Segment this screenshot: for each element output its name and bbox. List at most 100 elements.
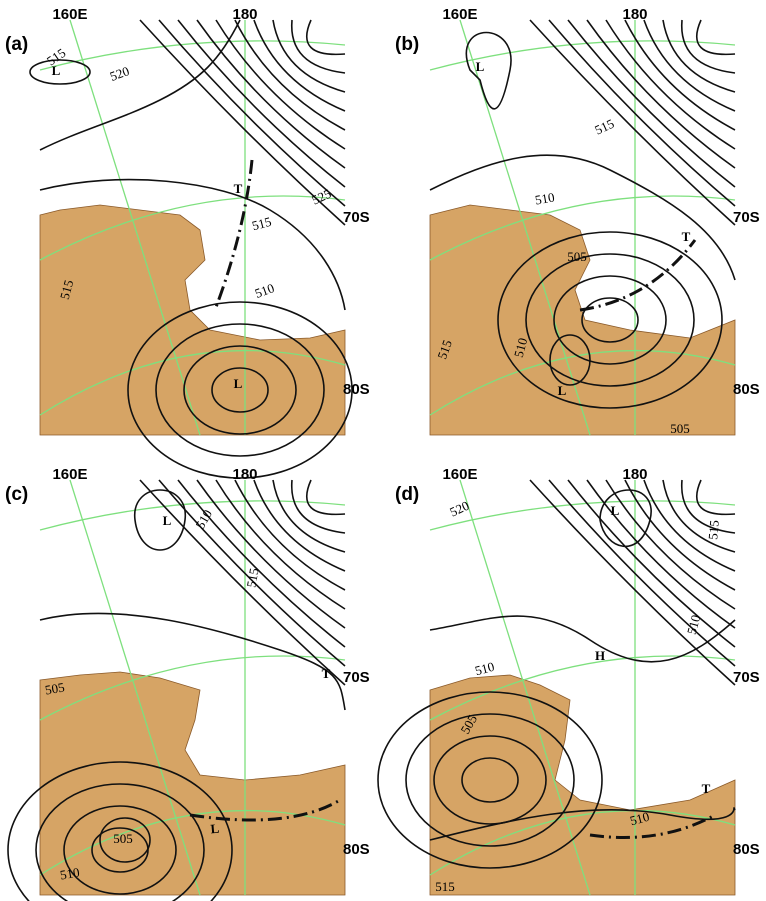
contour bbox=[63, 805, 177, 895]
contour bbox=[599, 489, 652, 548]
contour-label: 510 bbox=[534, 189, 556, 207]
contour bbox=[134, 489, 186, 551]
grid-line bbox=[429, 655, 736, 721]
contour-label: L bbox=[558, 383, 567, 398]
grid-line bbox=[459, 19, 591, 436]
contour-label: T bbox=[322, 666, 331, 681]
contour bbox=[662, 479, 736, 553]
grid-line bbox=[39, 349, 346, 416]
contour-label: 505 bbox=[567, 249, 587, 264]
contour-label: 515 bbox=[592, 116, 616, 138]
contour bbox=[291, 479, 346, 534]
contour-label: 505 bbox=[44, 679, 66, 697]
contour bbox=[234, 479, 346, 591]
panel-label: (b) bbox=[395, 34, 419, 55]
latitude-label: 80S bbox=[733, 841, 760, 858]
contour-label: L bbox=[611, 503, 620, 518]
grid-line bbox=[39, 655, 346, 721]
longitude-label: 180 bbox=[622, 466, 647, 483]
latitude-label: 80S bbox=[343, 381, 370, 398]
grid-line bbox=[39, 195, 346, 261]
grid-line bbox=[459, 479, 591, 896]
contour bbox=[91, 827, 149, 873]
contour bbox=[39, 178, 346, 311]
contour-label: 515 bbox=[243, 567, 261, 589]
contour bbox=[465, 31, 512, 110]
contour bbox=[139, 19, 346, 226]
contour bbox=[7, 761, 233, 901]
contour-label: 505 bbox=[113, 831, 133, 846]
contour bbox=[158, 479, 346, 667]
contour bbox=[429, 615, 736, 663]
contour bbox=[306, 479, 346, 516]
contour bbox=[525, 253, 695, 387]
map-panel bbox=[7, 479, 346, 901]
latitude-label: 70S bbox=[343, 209, 370, 226]
contour bbox=[377, 691, 603, 869]
contour-label: 515 bbox=[250, 214, 273, 234]
grid-line bbox=[429, 809, 736, 876]
contour bbox=[234, 19, 346, 131]
contour bbox=[429, 154, 736, 281]
latitude-label: 80S bbox=[343, 841, 370, 858]
contour bbox=[581, 297, 639, 343]
contour-label: 510 bbox=[253, 280, 276, 301]
contour bbox=[39, 19, 241, 151]
contour bbox=[196, 479, 346, 629]
contour bbox=[158, 19, 346, 207]
contour bbox=[605, 479, 736, 610]
grid-line bbox=[429, 195, 736, 261]
contour bbox=[497, 231, 723, 409]
grid-line bbox=[429, 500, 736, 531]
longitude-label: 160E bbox=[52, 466, 87, 483]
trough-line bbox=[213, 159, 254, 311]
contour-label: 515 bbox=[435, 879, 455, 894]
contour bbox=[696, 479, 736, 516]
contour bbox=[624, 19, 736, 131]
contour bbox=[624, 479, 736, 591]
contour bbox=[681, 479, 736, 534]
longitude-label: 180 bbox=[232, 466, 257, 483]
longitude-label: 160E bbox=[442, 466, 477, 483]
contour bbox=[405, 713, 575, 847]
contour-label: L bbox=[163, 513, 172, 528]
contour bbox=[586, 479, 736, 629]
panel-label: (a) bbox=[5, 34, 28, 55]
panel-label: (c) bbox=[5, 484, 28, 505]
contour-label: 510 bbox=[628, 809, 651, 829]
latitude-label: 70S bbox=[733, 209, 760, 226]
contour bbox=[567, 479, 736, 648]
contour bbox=[99, 817, 151, 863]
grid-line bbox=[429, 40, 736, 71]
contour-label: L bbox=[234, 376, 243, 391]
contour-label: 510 bbox=[684, 613, 704, 636]
contour-label: 510 bbox=[473, 659, 496, 679]
contour-label: T bbox=[234, 181, 243, 196]
contour bbox=[433, 735, 547, 825]
grid-line bbox=[69, 19, 201, 436]
contour bbox=[529, 19, 736, 226]
land bbox=[39, 204, 346, 436]
contour bbox=[567, 19, 736, 188]
contour bbox=[39, 612, 346, 711]
contour-label: H bbox=[595, 648, 605, 663]
contour-label: L bbox=[210, 821, 220, 837]
contour bbox=[272, 479, 346, 553]
contour bbox=[291, 19, 346, 74]
contour bbox=[461, 757, 519, 803]
map-panel bbox=[29, 19, 353, 479]
grid-line bbox=[429, 349, 736, 416]
contour bbox=[196, 19, 346, 169]
contour bbox=[253, 479, 346, 572]
contour-label: 515 bbox=[705, 520, 722, 541]
contour bbox=[211, 367, 269, 413]
latitude-label: 70S bbox=[733, 669, 760, 686]
contour bbox=[29, 59, 91, 85]
map-panel bbox=[429, 19, 736, 436]
contour bbox=[643, 479, 736, 572]
contour bbox=[177, 19, 346, 188]
contour-label: 520 bbox=[447, 498, 471, 520]
contour-label: 515 bbox=[57, 278, 77, 301]
contour-label: L bbox=[476, 59, 485, 74]
